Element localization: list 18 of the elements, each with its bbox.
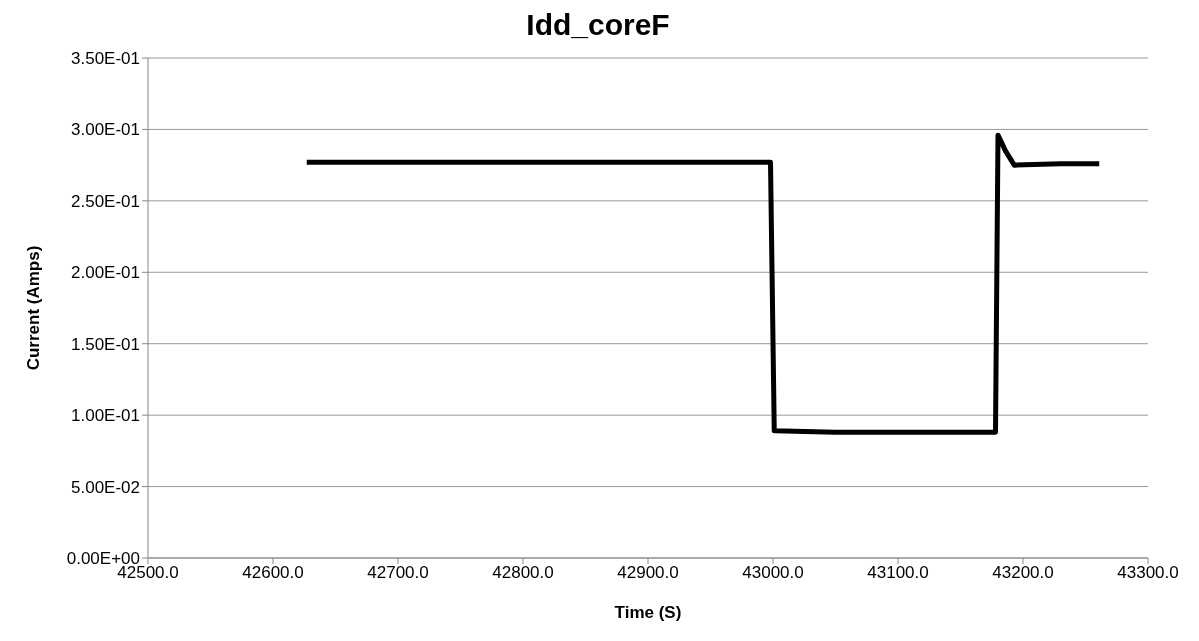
x-tick-label: 43000.0 [742,563,804,583]
x-tick-label: 42900.0 [617,563,679,583]
y-tick-label: 5.00E-02 [71,477,140,497]
x-tick-label: 43200.0 [992,563,1054,583]
x-tick-label: 43100.0 [867,563,929,583]
x-tick-label: 42600.0 [242,563,304,583]
y-tick-label: 2.50E-01 [71,191,140,211]
y-tick-label: 3.50E-01 [71,49,140,69]
y-tick-label: 2.00E-01 [71,263,140,283]
y-axis-title: Current (Amps) [24,245,44,371]
y-tick-label: 1.00E-01 [71,406,140,426]
y-tick-label: 1.50E-01 [71,334,140,354]
x-tick-label: 42800.0 [492,563,554,583]
x-tick-label: 42700.0 [367,563,429,583]
chart-title: Idd_coreF [525,8,671,43]
y-tick-label: 3.00E-01 [71,120,140,140]
x-tick-label: 43300.0 [1117,563,1179,583]
x-axis-title: Time (S) [614,603,682,622]
